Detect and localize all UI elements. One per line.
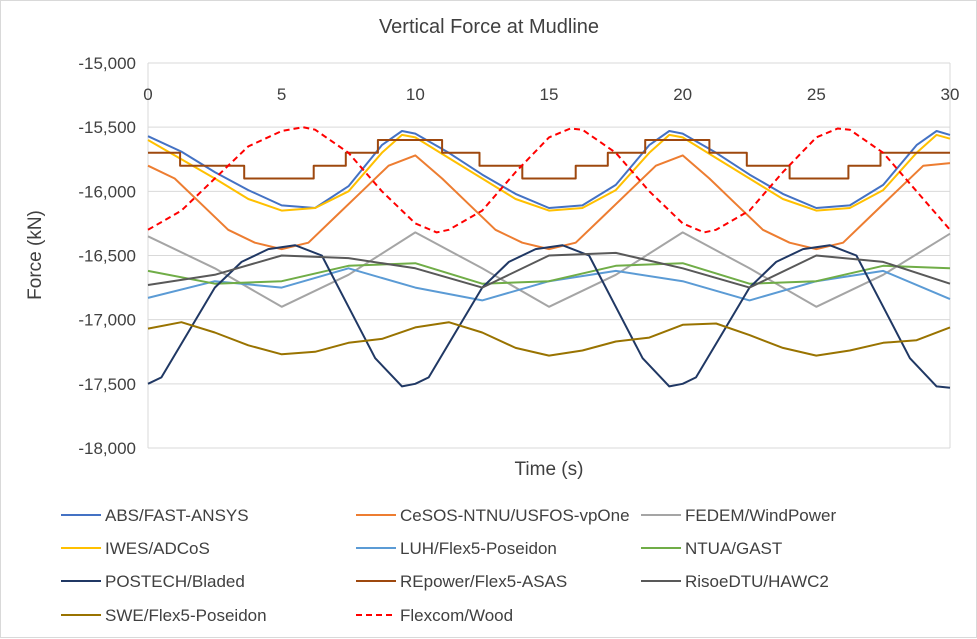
legend-label: CeSOS-NTNU/USFOS-vpOne — [400, 506, 630, 525]
x-axis-label: Time (s) — [515, 459, 584, 480]
y-tick-label: -17,500 — [78, 375, 136, 394]
y-tick-label: -17,000 — [78, 311, 136, 330]
x-tick-label: 30 — [941, 85, 960, 104]
y-tick-label: -15,000 — [78, 54, 136, 73]
x-tick-label: 5 — [277, 85, 286, 104]
series-lines — [147, 126, 951, 389]
series-line — [147, 231, 951, 308]
y-tick-label: -18,000 — [78, 439, 136, 458]
series-line — [148, 139, 950, 180]
x-tick-label: 0 — [143, 85, 152, 104]
x-tick-label: 25 — [807, 85, 826, 104]
legend-label: IWES/ADCoS — [105, 539, 210, 558]
series-line — [147, 267, 951, 302]
y-axis-ticks: -15,000 -15,500 -16,000 -16,500 -17,000 -17,5… — [78, 54, 136, 458]
series-line — [147, 154, 951, 251]
series-line — [147, 321, 951, 357]
chart-title: Vertical Force at Mudline — [379, 16, 599, 38]
series-line — [147, 262, 951, 285]
y-tick-label: -16,500 — [78, 247, 136, 266]
y-tick-label: -15,500 — [78, 118, 136, 137]
series-line — [147, 244, 951, 389]
legend-label: LUH/Flex5-Poseidon — [400, 539, 557, 558]
x-tick-label: 10 — [406, 85, 425, 104]
x-tick-label: 20 — [673, 85, 692, 104]
legend-label: REpower/Flex5-ASAS — [400, 572, 567, 591]
legend-label: RisoeDTU/HAWC2 — [685, 572, 829, 591]
legend-label: NTUA/GAST — [685, 539, 782, 558]
legend-label: POSTECH/Bladed — [105, 572, 245, 591]
series-line — [147, 133, 951, 212]
legend-label: FEDEM/WindPower — [685, 506, 836, 525]
legend-label: SWE/Flex5-Poseidon — [105, 606, 267, 625]
y-axis-label: Force (kN) — [25, 210, 46, 300]
series-line — [147, 126, 951, 234]
legend-label: ABS/FAST-ANSYS — [105, 506, 249, 525]
legend: ABS/FAST-ANSYS CeSOS-NTNU/USFOS-vpOne FEDE… — [61, 506, 836, 625]
y-tick-label: -16,000 — [78, 182, 136, 201]
x-axis-ticks: 0 5 10 15 20 25 30 — [143, 85, 959, 104]
legend-label: Flexcom/Wood — [400, 606, 513, 625]
series-line — [147, 251, 951, 289]
x-tick-label: 15 — [540, 85, 559, 104]
series-line — [147, 130, 951, 209]
